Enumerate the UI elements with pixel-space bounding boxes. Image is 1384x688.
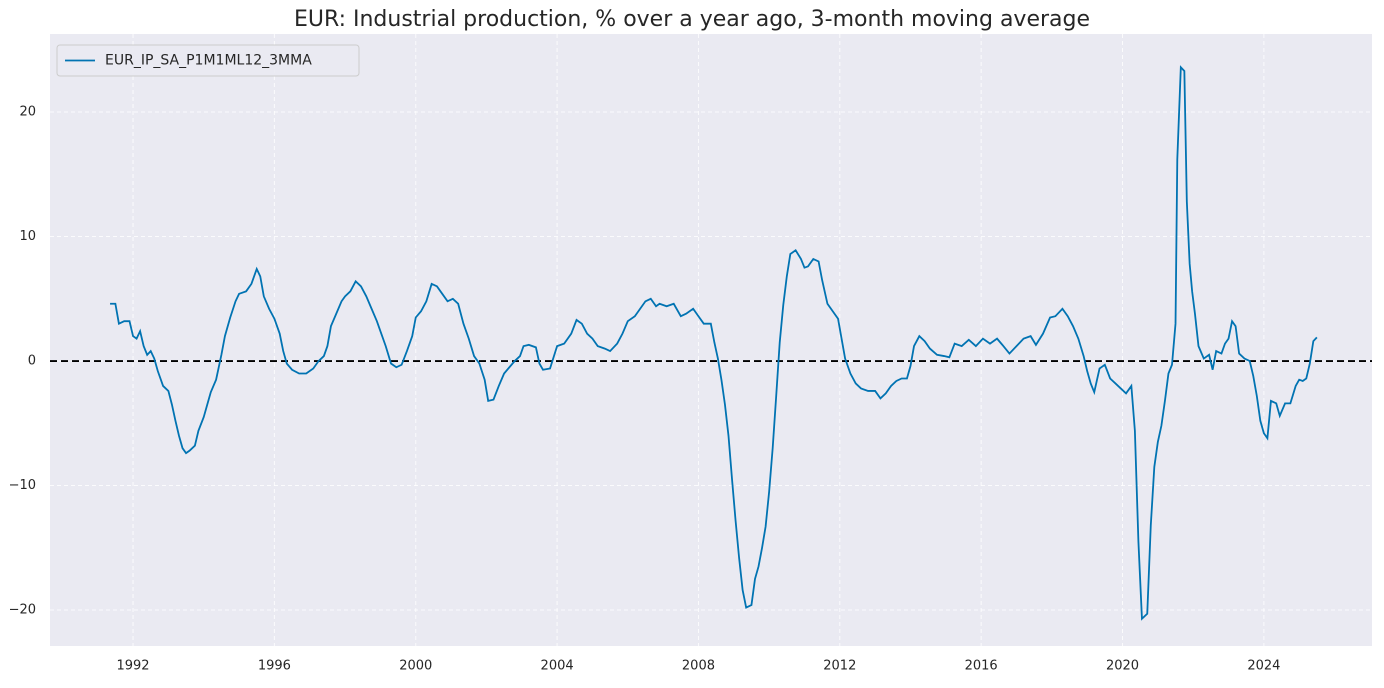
x-tick-label: 1996 (258, 659, 291, 674)
x-tick-label: 2020 (1106, 659, 1139, 674)
x-tick-label: 2024 (1247, 659, 1280, 674)
plot-area (50, 34, 1372, 646)
y-tick-label: 10 (19, 229, 36, 244)
y-tick-label: 20 (19, 105, 36, 120)
y-tick-label: −10 (9, 478, 36, 493)
x-tick-label: 2000 (399, 659, 432, 674)
x-tick-label: 2008 (682, 659, 715, 674)
x-tick-label: 2012 (823, 659, 856, 674)
x-tick-label: 1992 (116, 659, 149, 674)
x-tick-label: 2016 (965, 659, 998, 674)
data-line (110, 65, 1318, 621)
x-tick-label: 2004 (541, 659, 574, 674)
legend-box (56, 44, 360, 77)
chart-title: EUR: Industrial production, % over a yea… (294, 7, 1090, 32)
y-tick-label: 0 (28, 354, 36, 369)
legend-label: EUR_IP_SA_P1M1ML12_3MMA (105, 53, 312, 69)
y-tick-label: −20 (9, 603, 36, 618)
